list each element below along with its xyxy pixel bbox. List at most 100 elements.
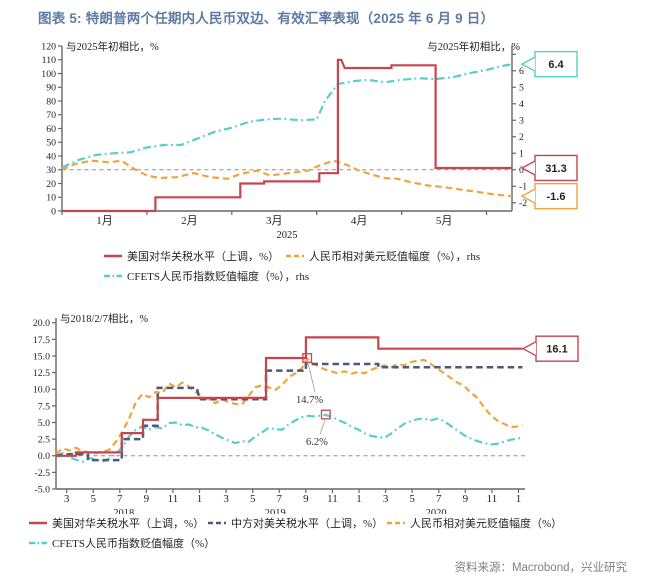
x-axis-tick-label: 5 bbox=[409, 493, 415, 505]
x-axis-tick-label: 7 bbox=[277, 493, 283, 505]
legend-item-china-tariff-on-us: 中方对美关税水平（上调，%） bbox=[207, 515, 383, 531]
left-axis-tick-label: -5.0 bbox=[34, 484, 50, 495]
left-axis-tick-label: 120 bbox=[41, 41, 56, 52]
x-axis-tick-label: 3 bbox=[64, 493, 70, 505]
x-axis-tick-label: 2月 bbox=[181, 215, 198, 227]
left-axis-tick-label: 40 bbox=[46, 151, 56, 162]
left-axis-tick-label: 0.0 bbox=[38, 451, 50, 462]
left-axis-ticks: 0 10 20 30 40 50 60 70 80 90 100 110 120 bbox=[41, 41, 62, 217]
chart-2025-legend: 美国对华关税水平（上调，%） 人民币相对美元贬值幅度（%），rhs CFETS人民币… bbox=[0, 244, 645, 290]
right-axis-tick-label: 3 bbox=[519, 116, 524, 127]
left-axis-tick-label: 10.0 bbox=[33, 385, 50, 396]
left-axis-tick-label: 80 bbox=[46, 96, 56, 107]
x-axis-tick-label: 9 bbox=[144, 493, 150, 505]
left-axis-tick-label: 50 bbox=[46, 138, 56, 149]
legend-item-cny-usd-depreciation: 人民币相对美元贬值幅度（%），rhs bbox=[285, 248, 480, 264]
chart-2025-term-svg: 0 10 20 30 40 50 60 70 80 90 100 110 120 -2 -1 0 1 2 3 4 5 6 1… bbox=[41, 40, 578, 241]
right-axis-tick-label: -1 bbox=[519, 182, 527, 193]
left-axis-tick-label: 2.5 bbox=[38, 435, 50, 446]
x-axis-tick-label: 11 bbox=[327, 493, 338, 505]
left-axis-tick-label: 0 bbox=[51, 206, 56, 217]
right-axis-tick-label: -2 bbox=[519, 198, 527, 209]
x-axis-tick-label: 5 bbox=[90, 493, 96, 505]
right-axis-tick-label: 0 bbox=[519, 165, 524, 176]
left-axis-tick-label: 15.0 bbox=[33, 351, 50, 362]
legend-item-cfets-index-depreciation: CFETS人民币指数贬值幅度（%），rhs bbox=[103, 268, 309, 284]
callout-16.1: 16.1 bbox=[521, 335, 579, 362]
legend-swatch-us-tariff-on-china bbox=[104, 254, 122, 258]
x-axis-tick-label: 9 bbox=[463, 493, 469, 505]
source-note: 资料来源：Macrobond，兴业研究 bbox=[454, 562, 627, 574]
x-axis-tick-label: 9 bbox=[303, 493, 309, 505]
series-cfets-index-depreciation bbox=[55, 413, 523, 463]
left-axis-tick-label: 110 bbox=[42, 55, 56, 66]
callout-value: -1.6 bbox=[547, 191, 566, 203]
x-axis-ticks: 1月 2月 3月 4月 5月 2025 bbox=[61, 211, 488, 241]
x-axis-tick-label: 11 bbox=[168, 493, 179, 505]
callout-6.4: 6.4 bbox=[520, 50, 578, 78]
callout-31.3: 31.3 bbox=[520, 154, 578, 182]
annotation-label: 6.2% bbox=[306, 437, 328, 448]
legend-item-us-tariff-on-china: 美国对华关税水平（上调，%） bbox=[103, 248, 279, 264]
x-axis-tick-label: 5 bbox=[250, 493, 256, 505]
legend-label: CFETS人民币指数贬值幅度（%），rhs bbox=[127, 271, 310, 283]
x-axis-tick-label: 7 bbox=[436, 493, 442, 505]
left-axis-tick-label: -2.5 bbox=[34, 468, 50, 479]
annotation-marker bbox=[320, 409, 331, 420]
series-us-tariff-on-china bbox=[62, 58, 512, 213]
left-axis-note: 与2025年初相比，% bbox=[66, 40, 159, 53]
legend-item-us-tariff-on-china: 美国对华关税水平（上调，%） bbox=[28, 515, 204, 531]
x-axis-tick-label: 4月 bbox=[351, 215, 368, 227]
left-axis-tick-label: 60 bbox=[46, 124, 56, 135]
legend-item-cny-usd-depreciation: 人民币相对美元贬值幅度（%） bbox=[386, 515, 562, 531]
callout-value: 16.1 bbox=[546, 344, 567, 356]
x-axis-tick-label: 3月 bbox=[266, 215, 283, 227]
left-axis-tick-label: 70 bbox=[46, 110, 56, 121]
legend-swatch-us-tariff-on-china bbox=[29, 521, 47, 525]
x-axis-year-label: 2020 bbox=[426, 508, 447, 514]
left-axis-tick-label: 100 bbox=[41, 69, 56, 80]
legend-swatch-cfets-index-depreciation bbox=[29, 541, 47, 545]
x-axis-tick-label: 1月 bbox=[96, 215, 113, 227]
left-axis-note: 与2018/2/7相比，% bbox=[60, 312, 148, 325]
legend-label: 人民币相对美元贬值幅度（%） bbox=[410, 518, 563, 530]
legend-swatch-cny-usd-depreciation bbox=[286, 254, 304, 258]
x-axis-year-label: 2025 bbox=[277, 230, 298, 241]
figure-title: 图表 5: 特朗普两个任期内人民币双边、有效汇率表现（2025 年 6 月 9 … bbox=[38, 11, 495, 26]
right-axis-tick-label: 5 bbox=[519, 83, 524, 94]
left-axis-tick-label: 90 bbox=[46, 83, 56, 94]
right-axis-note: 与2025年初相比，% bbox=[427, 40, 520, 53]
legend-swatch-cfets-index-depreciation bbox=[104, 274, 122, 278]
right-axis-tick-label: 1 bbox=[519, 149, 524, 160]
left-axis-tick-label: 5.0 bbox=[38, 418, 50, 429]
x-axis-tick-label: 3 bbox=[383, 493, 389, 505]
callout--1.6: -1.6 bbox=[520, 182, 578, 210]
left-axis-tick-label: 20 bbox=[46, 179, 56, 190]
left-axis-tick-label: 7.5 bbox=[38, 401, 50, 412]
left-axis-tick-label: 12.5 bbox=[33, 368, 50, 379]
series-cny-usd-depreciation bbox=[61, 159, 513, 198]
legend-label: 人民币相对美元贬值幅度（%），rhs bbox=[309, 251, 481, 263]
x-axis-tick-label: 5月 bbox=[436, 215, 453, 227]
series-cfets-index-depreciation bbox=[61, 63, 513, 169]
chart-2018-2020-legend: 美国对华关税水平（上调，%） 中方对美关税水平（上调，%） 人民币相对美元贬值幅度（… bbox=[0, 513, 645, 555]
x-axis-tick-label: 1 bbox=[197, 493, 203, 505]
axes bbox=[61, 46, 513, 212]
chart-2018-2020-term-svg: -5.0 -2.5 0.0 2.5 5.0 7.5 10.0 12.5 15.0 17.5 20.0… bbox=[33, 312, 579, 514]
legend-label: 美国对华关税水平（上调，%） bbox=[127, 251, 280, 263]
legend-label: 中方对美关税水平（上调，%） bbox=[231, 518, 384, 530]
left-axis-tick-label: 10 bbox=[46, 193, 56, 204]
legend-swatch-china-tariff-on-us bbox=[208, 521, 226, 525]
left-axis-tick-label: 30 bbox=[46, 165, 56, 176]
series-cny-usd-depreciation bbox=[55, 356, 523, 455]
annotation-marker bbox=[302, 353, 313, 363]
annotation-label: 14.7% bbox=[296, 395, 323, 406]
callout-value: 6.4 bbox=[548, 59, 564, 71]
x-axis-tick-label: 1 bbox=[356, 493, 362, 505]
series-china-tariff-on-us bbox=[55, 362, 523, 462]
legend-label: CFETS人民币指数贬值幅度（%） bbox=[52, 538, 216, 550]
right-axis-tick-label: 4 bbox=[519, 99, 524, 110]
left-axis-ticks: -5.0 -2.5 0.0 2.5 5.0 7.5 10.0 12.5 15.0 17.5 20.0 bbox=[33, 318, 56, 495]
